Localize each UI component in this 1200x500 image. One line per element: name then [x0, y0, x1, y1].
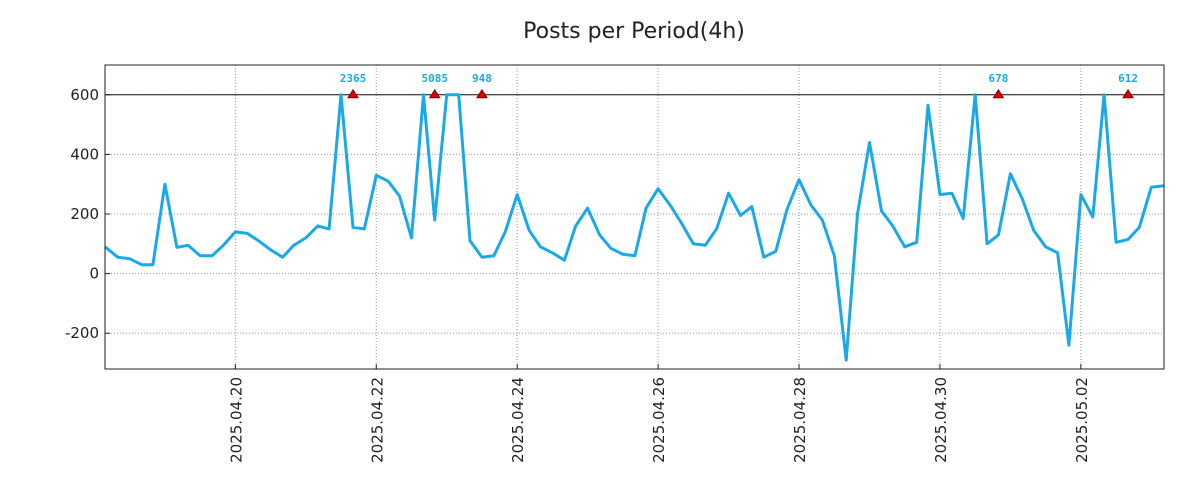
y-tick-label: 600 — [70, 86, 99, 104]
y-tick-label: 200 — [70, 205, 99, 223]
peak-marker — [992, 88, 1005, 99]
plot-frame — [104, 64, 1165, 370]
y-tick-label: -200 — [65, 324, 99, 342]
series-layer — [104, 93, 1165, 362]
peak-label: 5085 — [421, 72, 448, 85]
x-tick-label: 2025.04.28 — [791, 377, 809, 463]
y-tick-label: 400 — [70, 145, 99, 163]
x-tick-label: 2025.04.22 — [368, 377, 386, 463]
peak-marker — [476, 88, 488, 99]
peak-marker — [428, 88, 441, 99]
peak-marker-layer: 2365 5085 948 678 612 — [340, 72, 1138, 99]
x-tick-label: 2025.04.26 — [650, 377, 668, 463]
peak-label: 612 — [1118, 72, 1138, 85]
grid-layer — [105, 65, 1164, 369]
peak-label: 948 — [472, 72, 492, 85]
chart-title: Posts per Period(4h) — [523, 19, 745, 44]
peak-marker — [1122, 88, 1134, 99]
x-tick-label: 2025.04.24 — [509, 377, 527, 463]
x-tick-label: 2025.04.20 — [227, 377, 245, 463]
peak-label: 678 — [988, 72, 1008, 85]
x-tick-label: 2025.05.02 — [1073, 377, 1091, 463]
peak-label: 2365 — [340, 72, 367, 85]
peak-marker — [347, 88, 359, 99]
x-tick-label: 2025.04.30 — [932, 377, 950, 463]
series-line — [104, 93, 1165, 362]
axis-layer: 600 400 200 0 -200 2025.04.20 2025.04.22 2025.0… — [65, 86, 1091, 463]
y-tick-label: 0 — [89, 265, 99, 283]
